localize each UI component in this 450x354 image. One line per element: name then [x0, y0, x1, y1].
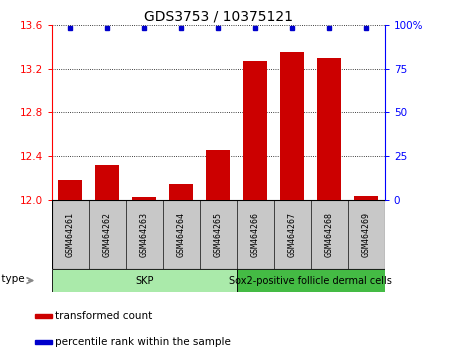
Title: GDS3753 / 10375121: GDS3753 / 10375121 — [144, 10, 293, 24]
Bar — [311, 200, 348, 269]
Text: GSM464263: GSM464263 — [140, 212, 149, 257]
Bar — [35, 314, 52, 318]
Bar — [237, 200, 274, 269]
Bar — [126, 200, 163, 269]
Bar — [52, 269, 237, 292]
Bar — [200, 200, 237, 269]
Text: GSM464265: GSM464265 — [214, 212, 223, 257]
Bar — [52, 200, 89, 269]
Text: GSM464267: GSM464267 — [288, 212, 297, 257]
Bar — [58, 180, 82, 200]
Text: SKP: SKP — [135, 275, 153, 286]
Text: GSM464261: GSM464261 — [66, 212, 75, 257]
Bar — [132, 197, 156, 200]
Bar — [206, 150, 230, 200]
Text: GSM464268: GSM464268 — [325, 212, 334, 257]
Text: cell type: cell type — [0, 274, 25, 284]
Text: GSM464269: GSM464269 — [362, 212, 371, 257]
Bar — [237, 269, 385, 292]
Bar — [89, 200, 126, 269]
Text: percentile rank within the sample: percentile rank within the sample — [54, 337, 230, 347]
Bar — [35, 340, 52, 344]
Text: Sox2-positive follicle dermal cells: Sox2-positive follicle dermal cells — [230, 275, 392, 286]
Text: transformed count: transformed count — [54, 310, 152, 321]
Bar — [243, 61, 267, 200]
Text: GSM464264: GSM464264 — [177, 212, 186, 257]
Bar — [163, 200, 200, 269]
Text: GSM464266: GSM464266 — [251, 212, 260, 257]
Bar — [274, 200, 311, 269]
Text: GSM464262: GSM464262 — [103, 212, 112, 257]
Bar — [169, 184, 193, 200]
Bar — [280, 52, 304, 200]
Bar — [348, 200, 385, 269]
Bar — [354, 196, 378, 200]
Bar — [317, 58, 341, 200]
Bar — [95, 165, 119, 200]
